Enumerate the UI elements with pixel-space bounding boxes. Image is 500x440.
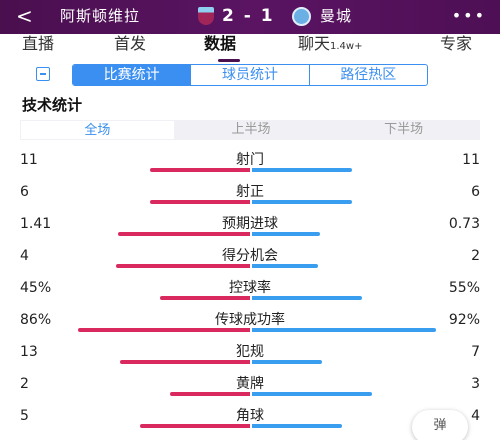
stat-row: 13 犯规 7 xyxy=(0,343,500,373)
stat-label: 射正 xyxy=(236,184,264,200)
home-bar xyxy=(160,296,250,300)
stat-label: 射门 xyxy=(236,152,264,168)
home-value: 4 xyxy=(20,248,29,264)
main-tabs: 直播 首发 数据 聊天1.4w+ 专家 xyxy=(0,34,500,58)
stat-row: 45% 控球率 55% xyxy=(0,279,500,309)
subtab-heatmap[interactable]: 路径热区 xyxy=(340,67,397,83)
period-second-half[interactable]: 下半场 xyxy=(384,122,424,137)
away-bar xyxy=(252,232,320,236)
subtab-match-stats[interactable]: 比赛统计 xyxy=(73,65,192,85)
tab-live[interactable]: 直播 xyxy=(22,34,55,53)
period-selector: 全场 上半场 下半场 xyxy=(20,120,480,140)
away-value: 92% xyxy=(448,312,480,328)
period-first-half[interactable]: 上半场 xyxy=(231,122,271,137)
away-value: 7 xyxy=(471,344,480,360)
tab-lineup[interactable]: 首发 xyxy=(114,34,147,53)
home-value: 45% xyxy=(20,280,52,296)
away-value: 0.73 xyxy=(448,216,480,232)
tab-chat[interactable]: 聊天1.4w+ xyxy=(298,34,362,57)
away-value: 4 xyxy=(471,408,480,424)
stat-label: 角球 xyxy=(236,408,264,424)
home-bar xyxy=(116,264,250,268)
away-bar xyxy=(252,328,436,332)
home-bar xyxy=(140,424,250,428)
away-bar xyxy=(252,424,342,428)
home-value: 1.41 xyxy=(20,216,52,232)
away-bar xyxy=(252,392,372,396)
away-value: 2 xyxy=(471,248,480,264)
away-team-name: 曼城 xyxy=(320,7,353,25)
home-team-name: 阿斯顿维拉 xyxy=(60,7,141,25)
away-bar xyxy=(252,264,318,268)
stat-label: 传球成功率 xyxy=(215,312,285,328)
clipboard-icon[interactable] xyxy=(36,67,50,81)
away-bar xyxy=(252,360,322,364)
subtab-player-stats[interactable]: 球员统计 xyxy=(191,65,310,85)
tab-chat-label: 聊天 xyxy=(298,34,331,53)
home-bar xyxy=(118,232,250,236)
away-bar xyxy=(252,296,362,300)
stat-row: 4 得分机会 2 xyxy=(0,247,500,277)
home-bar xyxy=(150,200,250,204)
stat-label: 犯规 xyxy=(236,344,264,360)
period-full[interactable]: 全场 xyxy=(21,121,174,139)
ellipsis-icon[interactable]: ••• xyxy=(451,6,486,25)
home-value: 2 xyxy=(20,376,29,392)
stat-row: 2 黄牌 3 xyxy=(0,375,500,405)
match-score: 2 - 1 xyxy=(222,6,275,26)
home-bar xyxy=(150,168,250,172)
tab-experts[interactable]: 专家 xyxy=(440,34,473,53)
stats-subtabs: 比赛统计 球员统计 路径热区 xyxy=(72,64,428,86)
home-value: 11 xyxy=(20,152,38,168)
stat-label: 得分机会 xyxy=(222,248,278,264)
tab-data[interactable]: 数据 xyxy=(204,34,237,53)
chat-count-badge: 1.4w+ xyxy=(330,41,363,52)
stat-row: 11 射门 11 xyxy=(0,151,500,181)
stat-label: 控球率 xyxy=(229,280,271,296)
danmaku-button[interactable]: 弹 xyxy=(412,410,468,440)
home-value: 5 xyxy=(20,408,29,424)
stat-row: 6 射正 6 xyxy=(0,183,500,213)
home-bar xyxy=(170,392,250,396)
home-bar xyxy=(78,328,250,332)
away-value: 11 xyxy=(462,152,480,168)
home-value: 86% xyxy=(20,312,52,328)
match-header: < 阿斯顿维拉 2 - 1 曼城 ••• xyxy=(0,0,500,34)
home-value: 13 xyxy=(20,344,38,360)
stat-row: 86% 传球成功率 92% xyxy=(0,311,500,341)
stat-row: 1.41 预期进球 0.73 xyxy=(0,215,500,245)
stat-row: 5 角球 4 xyxy=(0,407,500,437)
stat-label: 预期进球 xyxy=(222,216,278,232)
chevron-left-icon[interactable]: < xyxy=(16,4,33,28)
away-value: 55% xyxy=(448,280,480,296)
home-bar xyxy=(120,360,250,364)
man-city-crest-icon xyxy=(292,7,311,26)
section-title: 技术统计 xyxy=(22,96,83,114)
away-value: 6 xyxy=(471,184,480,200)
away-bar xyxy=(252,168,352,172)
stat-label: 黄牌 xyxy=(236,376,264,392)
aston-villa-crest-icon xyxy=(198,7,214,25)
active-tab-indicator xyxy=(218,59,240,62)
home-value: 6 xyxy=(20,184,29,200)
away-bar xyxy=(252,200,352,204)
away-value: 3 xyxy=(471,376,480,392)
